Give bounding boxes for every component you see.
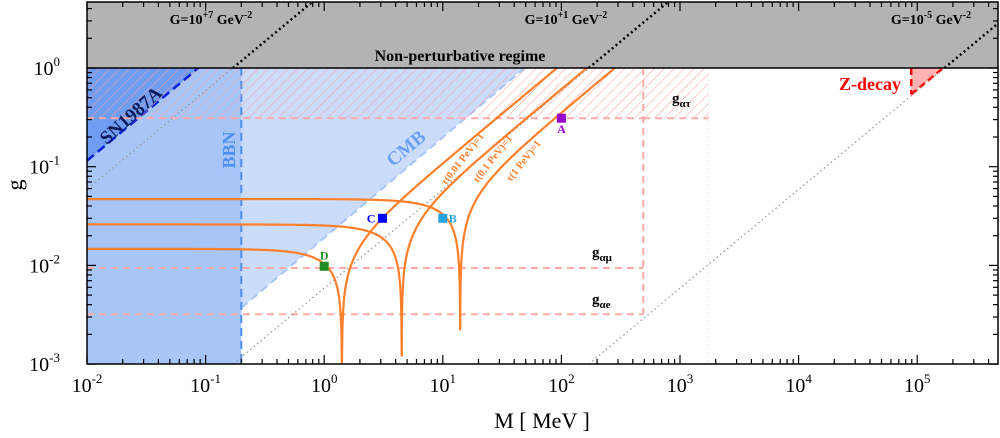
x-tick-label: 103: [667, 371, 694, 397]
x-tick-label: 101: [430, 371, 457, 397]
y-tick-label: 10-1: [29, 153, 60, 179]
coupling-limit-subscript: αe: [600, 299, 611, 311]
non-perturbative-region: [87, 2, 998, 68]
benchmark-point-a: [556, 113, 566, 123]
resonance-curve-left: [87, 223, 403, 357]
tick-exponent: 4: [805, 371, 812, 386]
benchmark-label-c: C: [367, 211, 376, 225]
x-tick-label: 102: [548, 371, 575, 397]
g-line-label-part: -2: [963, 10, 971, 21]
benchmark-label-b: B: [449, 211, 457, 225]
g-line-label-part: G=10: [525, 13, 558, 28]
tick-base: 10: [430, 375, 450, 397]
tick-base: 10: [667, 375, 687, 397]
benchmark-label-d: D: [320, 248, 329, 262]
tick-base: 10: [29, 157, 49, 179]
z-decay-boundary: [910, 67, 945, 96]
x-tick-label: 100: [311, 371, 338, 397]
y-axis-label: g: [2, 180, 27, 191]
coupling-limit-subscript: αμ: [600, 252, 613, 264]
x-axis-label: M [ MeV ]: [494, 408, 590, 433]
tau-curve: [459, 66, 616, 331]
tick-exponent: 0: [54, 54, 61, 69]
z-decay-region: [911, 68, 944, 95]
tick-base: 10: [904, 375, 924, 397]
g-line-label-part: +7: [203, 10, 214, 21]
tick-base: 10: [29, 255, 49, 277]
x-tick-label: 104: [785, 371, 812, 397]
g-line-label-part: -2: [599, 10, 607, 21]
benchmark-point-c: [377, 213, 387, 223]
tick-exponent: 2: [568, 371, 575, 386]
y-tick-label: 100: [34, 54, 61, 80]
g-line-label-part: -2: [244, 10, 252, 21]
resonance-curve-left: [87, 198, 462, 331]
tick-base: 10: [29, 354, 49, 376]
tau-curve: [340, 67, 558, 364]
tick-base: 10: [548, 375, 568, 397]
benchmark-point-b: [438, 213, 448, 223]
plot-area: [87, 2, 998, 364]
benchmark-label-a: A: [557, 122, 566, 136]
coupling-limit-label: gαμ: [592, 245, 613, 264]
g-line-dotted-upper: [587, 2, 670, 69]
non-perturbative-label: Non-perturbative regime: [375, 48, 546, 65]
tick-exponent: -1: [49, 153, 60, 168]
benchmark-point-d: [319, 261, 329, 271]
g-line-dotted-lower: [232, 67, 590, 364]
tick-base: 10: [785, 375, 805, 397]
cmb-region: [241, 68, 525, 364]
coupling-limit-subscript: ατ: [680, 98, 691, 110]
g-line-label-part: GeV: [213, 13, 244, 28]
cmb-boundary: [240, 67, 526, 309]
bbn-label: BBN: [219, 131, 239, 168]
tick-exponent: -2: [49, 251, 60, 266]
y-tick-label: 10-2: [29, 251, 60, 277]
x-tick-label: 10-1: [190, 371, 221, 397]
g-line-dotted-upper: [232, 2, 315, 69]
g-line-dotted-upper: [943, 21, 998, 69]
tick-base: 10: [311, 375, 331, 397]
g-alpha-tau-hatch: [87, 68, 709, 119]
tick-exponent: -1: [210, 371, 221, 386]
z-decay-label: Z-decay: [839, 74, 901, 94]
resonance-curve-left: [87, 247, 343, 364]
g-line-label: G=10+1 GeV-2: [525, 10, 608, 28]
tick-exponent: 5: [924, 371, 931, 386]
g-line-label-part: G=10: [170, 13, 203, 28]
g-line-label-part: +1: [558, 10, 569, 21]
tick-exponent: 1: [450, 371, 457, 386]
g-line-label: G=10+7 GeV-2: [170, 10, 253, 28]
tick-base: 10: [34, 58, 54, 80]
g-line-label-part: G=10: [891, 13, 924, 28]
x-tick-label: 105: [904, 371, 931, 397]
g-line-label: G=10-5 GeV-2: [891, 10, 971, 28]
x-tick-label: 10-2: [72, 371, 103, 397]
tick-exponent: -3: [49, 350, 60, 365]
g-line-label-part: GeV: [932, 13, 963, 28]
g-line-dotted-lower: [588, 67, 945, 364]
tick-base: 10: [72, 375, 92, 397]
g-line-label-part: GeV: [568, 13, 599, 28]
tau-curve: [400, 66, 589, 357]
tick-exponent: 3: [687, 371, 694, 386]
tick-exponent: -2: [92, 371, 103, 386]
tick-base: 10: [190, 375, 210, 397]
y-tick-label: 10-3: [29, 350, 60, 376]
g-line-label-part: -5: [924, 10, 932, 21]
coupling-limit-label: gαe: [592, 292, 611, 311]
tick-exponent: 0: [331, 371, 338, 386]
